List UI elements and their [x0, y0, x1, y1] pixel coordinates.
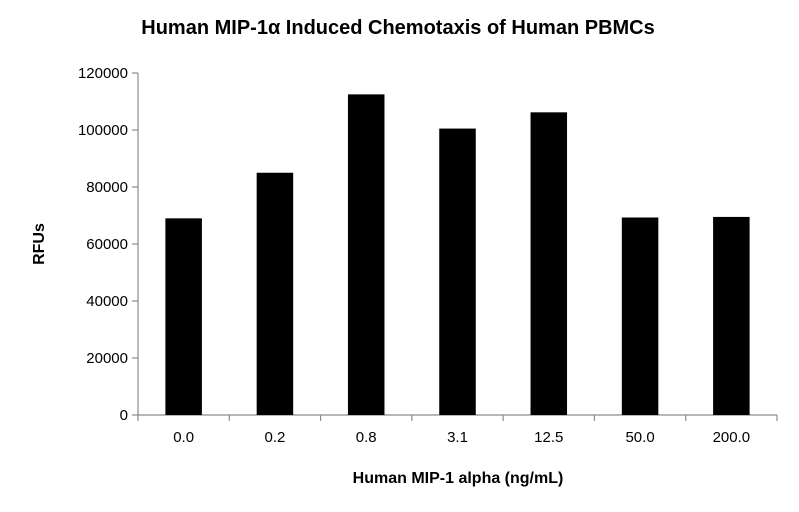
x-tick-label: 0.0: [173, 429, 194, 446]
x-tick-label: 12.5: [534, 429, 563, 446]
bar: [347, 94, 385, 415]
y-tick-label: 100000: [78, 122, 128, 139]
chart-title: Human MIP-1α Induced Chemotaxis of Human…: [141, 17, 654, 39]
x-tick-label: 3.1: [447, 429, 468, 446]
bar: [621, 217, 659, 415]
y-axis-label: RFUs: [31, 223, 48, 265]
x-tick-label: 200.0: [713, 429, 751, 446]
y-tick-label: 20000: [86, 350, 128, 367]
y-tick-label: 60000: [86, 236, 128, 253]
bar: [439, 128, 476, 415]
y-tick-label: 40000: [86, 293, 128, 310]
x-tick-label: 0.2: [264, 429, 285, 446]
y-tick-label: 0: [120, 407, 128, 424]
x-tick-label: 0.8: [356, 429, 377, 446]
x-tick-label: 50.0: [625, 429, 654, 446]
bar: [530, 112, 568, 415]
bar: [256, 172, 294, 415]
x-axis-label: Human MIP-1 alpha (ng/mL): [353, 470, 564, 487]
y-tick-label: 80000: [86, 179, 128, 196]
y-tick-label: 120000: [78, 65, 128, 82]
bar: [713, 216, 750, 415]
bar: [165, 218, 202, 415]
plot-area: 0 20000 40000 60000 80000 100000 120000 0.0 0.2 0…: [78, 65, 778, 446]
